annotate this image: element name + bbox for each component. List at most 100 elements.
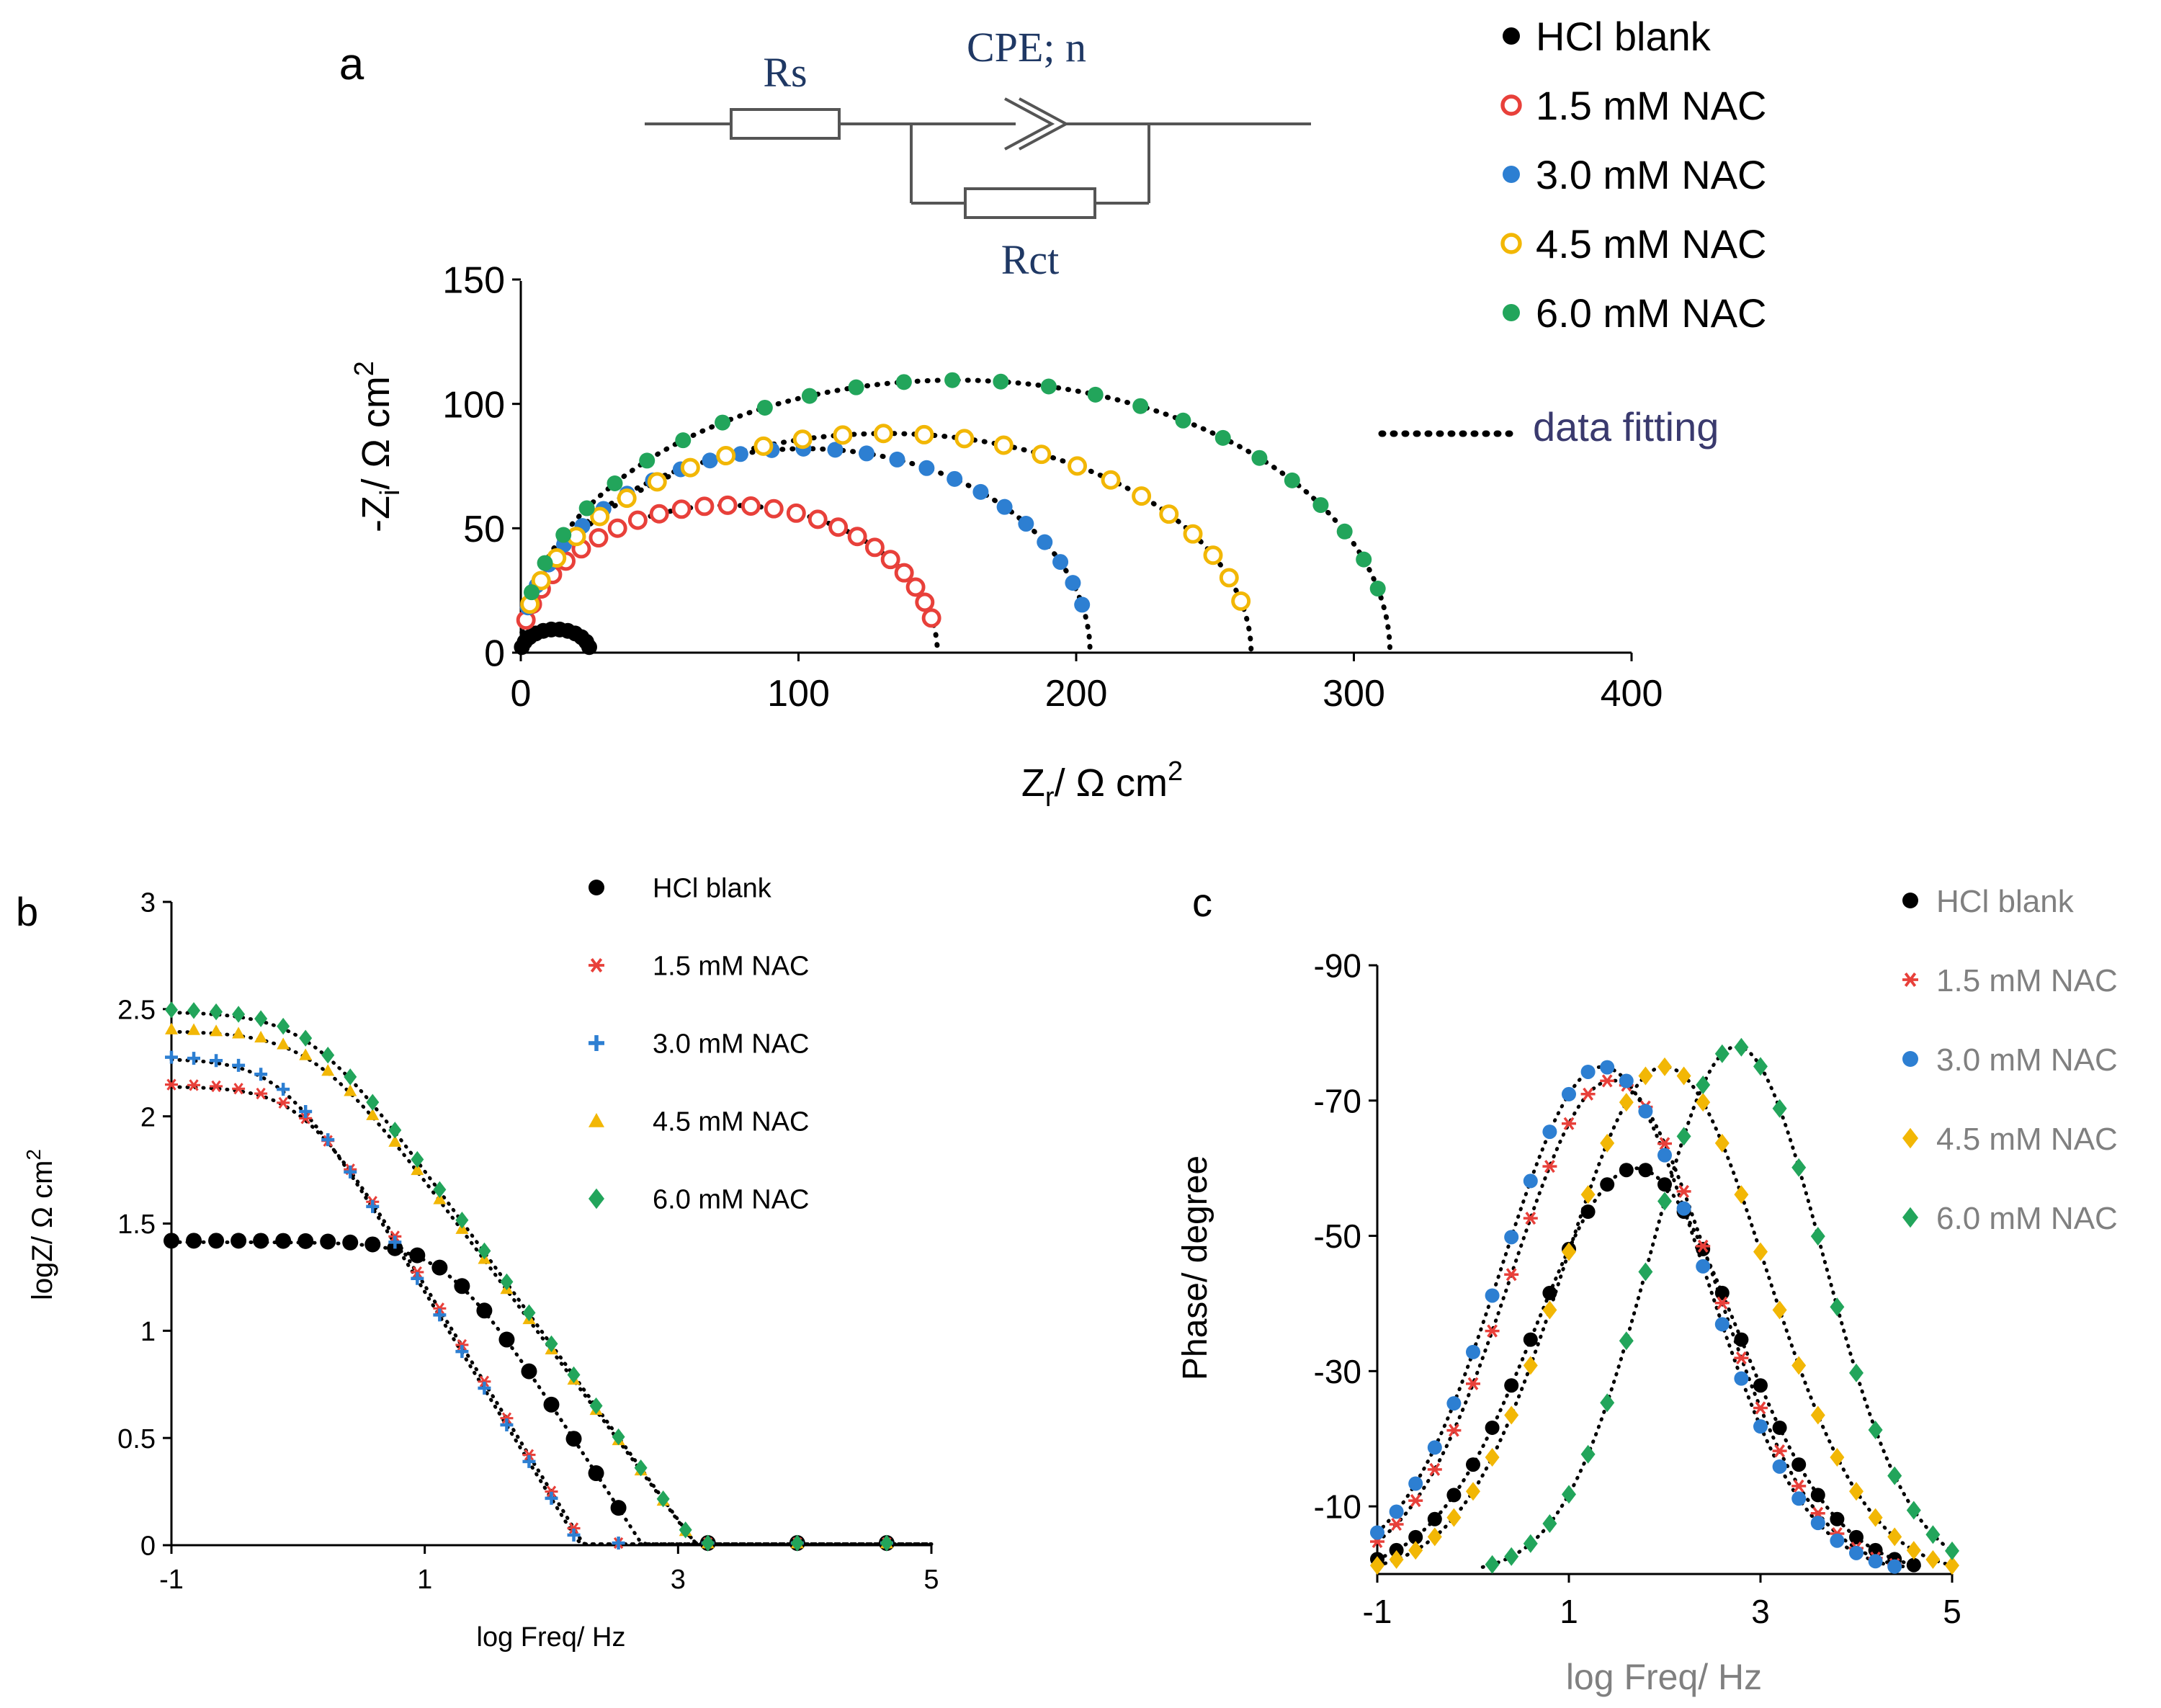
panel-c-point-nac15 [1657,1137,1672,1150]
panel-c-point-nac15 [1504,1268,1519,1282]
panel-c-point-nac45 [1427,1527,1442,1547]
panel-c-point-nac30 [1542,1124,1557,1140]
panel-b-point-nac45 [277,1037,290,1050]
panel-c-point-nac30 [1485,1288,1500,1303]
panel-c-x-tick-label: -1 [1363,1593,1392,1630]
panel-c-point-nac15 [1772,1444,1787,1458]
panel-c-point-nac60 [1945,1541,1959,1560]
panel-b-point-nac45 [210,1024,223,1037]
panel-b-data-points [164,1001,895,1552]
panel-b-x-tick-label: 1 [417,1565,432,1595]
panel-a-point-nac60 [1369,581,1386,597]
panel-c-point-nac45 [1504,1405,1519,1425]
panel-a-point-nac45 [1159,504,1179,524]
cpe-label: CPE; n [967,24,1086,71]
panel-b-point-nac30 [388,1235,402,1249]
panel-b-point-blank [521,1363,537,1380]
panel-a-fit-legend: data fitting [1378,404,1719,450]
panel-b-x-axis-label: log Freq/ Hz [477,1622,626,1653]
panel-c-y-tick-label: -10 [1314,1488,1361,1526]
panel-c-point-blank [1638,1163,1653,1178]
panel-c-point-nac30 [1714,1317,1730,1332]
panel-a-point-nac45 [1231,591,1251,611]
panel-c-point-nac15 [1485,1324,1500,1338]
panel-c-point-nac60 [1523,1534,1538,1553]
panel-c-point-nac60 [1580,1444,1596,1464]
panel-b-x-tick-label: 3 [671,1565,686,1595]
panel-b-label: b [16,889,38,934]
panel-c-point-nac60 [1562,1485,1576,1504]
panel-b-point-nac60 [411,1150,424,1168]
panel-b-point-blank [543,1396,560,1413]
panel-c-point-blank [1580,1204,1596,1220]
panel-b-point-nac30 [522,1454,536,1468]
panel-c-point-nac45 [1408,1541,1423,1560]
panel-c-point-nac60 [1638,1262,1653,1282]
panel-b-point-nac60 [589,1397,603,1415]
panel-c-point-nac60 [1676,1127,1691,1146]
panel-a-y-tick-label: 100 [442,384,505,426]
panel-a-point-nac15 [694,496,715,517]
panel-a-xlabel-sub: r [1045,782,1055,813]
panel-a-data-points [514,372,1386,656]
panel-b-point-nac60 [656,1490,670,1508]
panel-a-point-nac60 [944,372,961,388]
panel-a-point-nac15 [847,527,867,547]
panel-c-point-nac30 [1676,1201,1691,1216]
panel-a-point-nac60 [1336,523,1353,540]
panel-b-point-nac45 [254,1030,268,1043]
panel-b-point-nac60 [500,1273,514,1291]
panel-b-point-nac30 [187,1052,201,1065]
panel-b-point-nac60 [299,1029,313,1047]
panel-c-point-blank [1427,1511,1442,1526]
panel-b-point-nac45 [344,1084,357,1096]
panel-c-point-nac60 [1906,1501,1921,1520]
panel-c-point-nac30 [1791,1491,1807,1506]
panel-c-point-nac30 [1772,1459,1787,1474]
panel-c-point-nac45 [1676,1066,1691,1086]
panel-c-point-nac60 [1868,1420,1883,1439]
panel-c-point-nac60 [1714,1044,1730,1063]
panel-a-point-nac30 [732,446,748,462]
panel-c-point-nac30 [1580,1064,1596,1079]
panel-c-point-nac60 [1772,1099,1787,1118]
panel-b-point-blank [498,1331,515,1348]
panel-c-point-nac45 [1523,1356,1538,1375]
panel-b-point-nac30 [433,1308,447,1322]
panel-c-legend-label-blank: HCl blank [1936,884,2075,919]
panel-a-x-tick-label: 0 [511,673,532,715]
panel-b-point-blank [231,1233,247,1249]
panel-a-point-nac60 [848,379,864,395]
panel-b-y-tick-label: 1.5 [117,1210,156,1240]
panel-a-label: a [339,40,364,89]
panel-c-point-nac45 [1696,1093,1711,1112]
panel-a-xlabel-sup: 2 [1168,756,1183,787]
panel-b-fit-nac15 [169,1085,934,1546]
panel-a-point-nac30 [1065,575,1081,591]
panel-c-y-tick-label: -50 [1314,1217,1361,1255]
panel-c-point-nac30 [1696,1258,1711,1274]
panel-b-legend-label-nac60: 6.0 mM NAC [653,1185,809,1215]
panel-b-legend-marker-nac60 [589,1188,604,1210]
panel-b-point-nac15 [299,1112,313,1124]
panel-c-y-tick-label: -70 [1314,1082,1361,1119]
panel-c-point-blank [1523,1332,1538,1347]
panel-c-point-blank [1446,1488,1462,1503]
panel-a-point-nac30 [996,498,1013,515]
panel-b-legend-marker-nac30 [589,1035,604,1051]
panel-b-point-nac60 [612,1428,625,1446]
panel-c-point-nac60 [1887,1466,1902,1485]
panel-a-point-nac15 [607,518,627,538]
panel-a-point-nac15 [589,528,609,548]
panel-b-point-blank [431,1259,448,1276]
panel-b-point-nac45 [321,1064,335,1076]
panel-a-point-nac45 [680,457,700,478]
panel-a-x-tick-label: 200 [1045,673,1108,715]
panel-a-point-nac15 [905,577,926,597]
panel-b-legend-label-blank: HCl blank [653,874,772,904]
panel-b-point-nac60 [634,1459,648,1477]
panel-c-point-nac30 [1600,1060,1615,1075]
panel-a-point-blank [581,639,597,656]
panel-a-point-nac60 [607,475,623,492]
panel-a-legend-marker-nac30 [1503,166,1520,183]
